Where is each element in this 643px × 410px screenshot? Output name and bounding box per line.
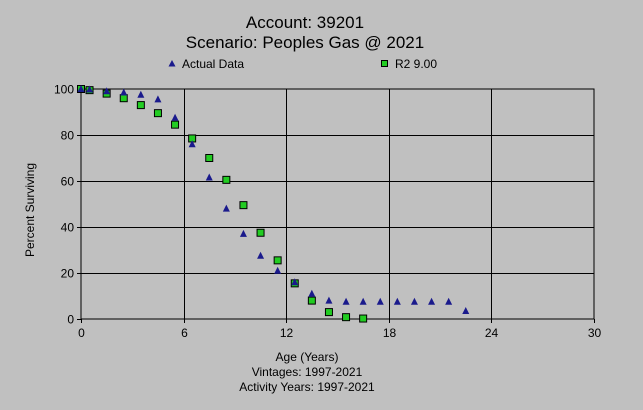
x-tick-label: 24	[485, 326, 499, 340]
r2-point	[136, 101, 145, 110]
actual-data-point	[291, 278, 299, 286]
r2-point	[171, 120, 180, 129]
actual-data-point	[137, 90, 145, 98]
r2-point	[307, 296, 316, 305]
activity-years-text: Activity Years: 1997-2021	[239, 380, 375, 394]
x-axis-label: Age (Years)	[276, 350, 339, 364]
legend-actual-data-label: Actual Data	[182, 57, 244, 71]
chart-subtitle: Scenario: Peoples Gas @ 2021	[186, 33, 424, 52]
legend: Actual Data R2 9.00	[168, 57, 437, 71]
actual-data-point	[77, 85, 85, 92]
legend-r2-marker	[381, 60, 388, 67]
r2-point	[239, 201, 248, 210]
r2-point	[256, 228, 265, 237]
actual-data-point	[428, 297, 436, 305]
actual-data-point	[445, 297, 453, 305]
actual-data-point	[103, 87, 111, 95]
actual-data-point	[205, 173, 213, 181]
actual-data-point	[222, 204, 230, 212]
r2-point	[342, 313, 351, 322]
plot-area: 0 20 40 60 80 100 0 6 12 18 24 30	[54, 83, 602, 341]
x-axis-ticks: 0 6 12 18 24 30	[78, 319, 601, 340]
x-tick-label: 30	[588, 326, 602, 340]
vintages-text: Vintages: 1997-2021	[252, 365, 363, 379]
actual-data-point	[120, 88, 128, 96]
actual-data-point	[154, 95, 162, 103]
y-axis-label: Percent Surviving	[23, 163, 37, 257]
actual-data-point	[274, 266, 282, 274]
actual-data-point	[171, 113, 179, 121]
series-actual-data	[77, 85, 470, 314]
r2-point	[119, 94, 128, 103]
plot-border	[80, 88, 595, 320]
x-tick-label: 12	[280, 326, 294, 340]
r2-point	[153, 109, 162, 118]
actual-data-point	[462, 306, 470, 314]
actual-data-point	[188, 140, 196, 148]
x-tick-label: 0	[78, 326, 85, 340]
plot-background	[81, 89, 594, 319]
y-tick-label: 20	[61, 267, 75, 281]
actual-data-point	[86, 85, 94, 93]
legend-actual-data-marker	[168, 60, 176, 67]
grid-lines	[81, 89, 594, 319]
r2-point	[273, 256, 282, 265]
r2-point	[324, 308, 333, 317]
actual-data-point	[308, 289, 316, 297]
r2-point	[222, 175, 231, 184]
actual-data-point	[359, 297, 367, 305]
y-tick-label: 0	[67, 313, 74, 327]
y-axis-ticks: 0 20 40 60 80 100	[54, 83, 81, 327]
chart-title: Account: 39201	[246, 13, 364, 32]
actual-data-point	[410, 297, 418, 305]
x-tick-label: 6	[181, 326, 188, 340]
x-tick-label: 18	[383, 326, 397, 340]
y-tick-label: 80	[61, 129, 75, 143]
r2-point	[205, 154, 214, 162]
actual-data-point	[342, 297, 350, 305]
actual-data-point	[393, 297, 401, 305]
actual-data-point	[325, 296, 333, 304]
legend-r2-label: R2 9.00	[395, 57, 437, 71]
y-tick-label: 40	[61, 221, 75, 235]
y-tick-label: 60	[61, 175, 75, 189]
r2-point	[359, 314, 368, 323]
actual-data-point	[239, 229, 247, 237]
actual-data-point	[376, 297, 384, 305]
y-tick-label: 100	[54, 83, 74, 97]
actual-data-point	[257, 251, 265, 259]
